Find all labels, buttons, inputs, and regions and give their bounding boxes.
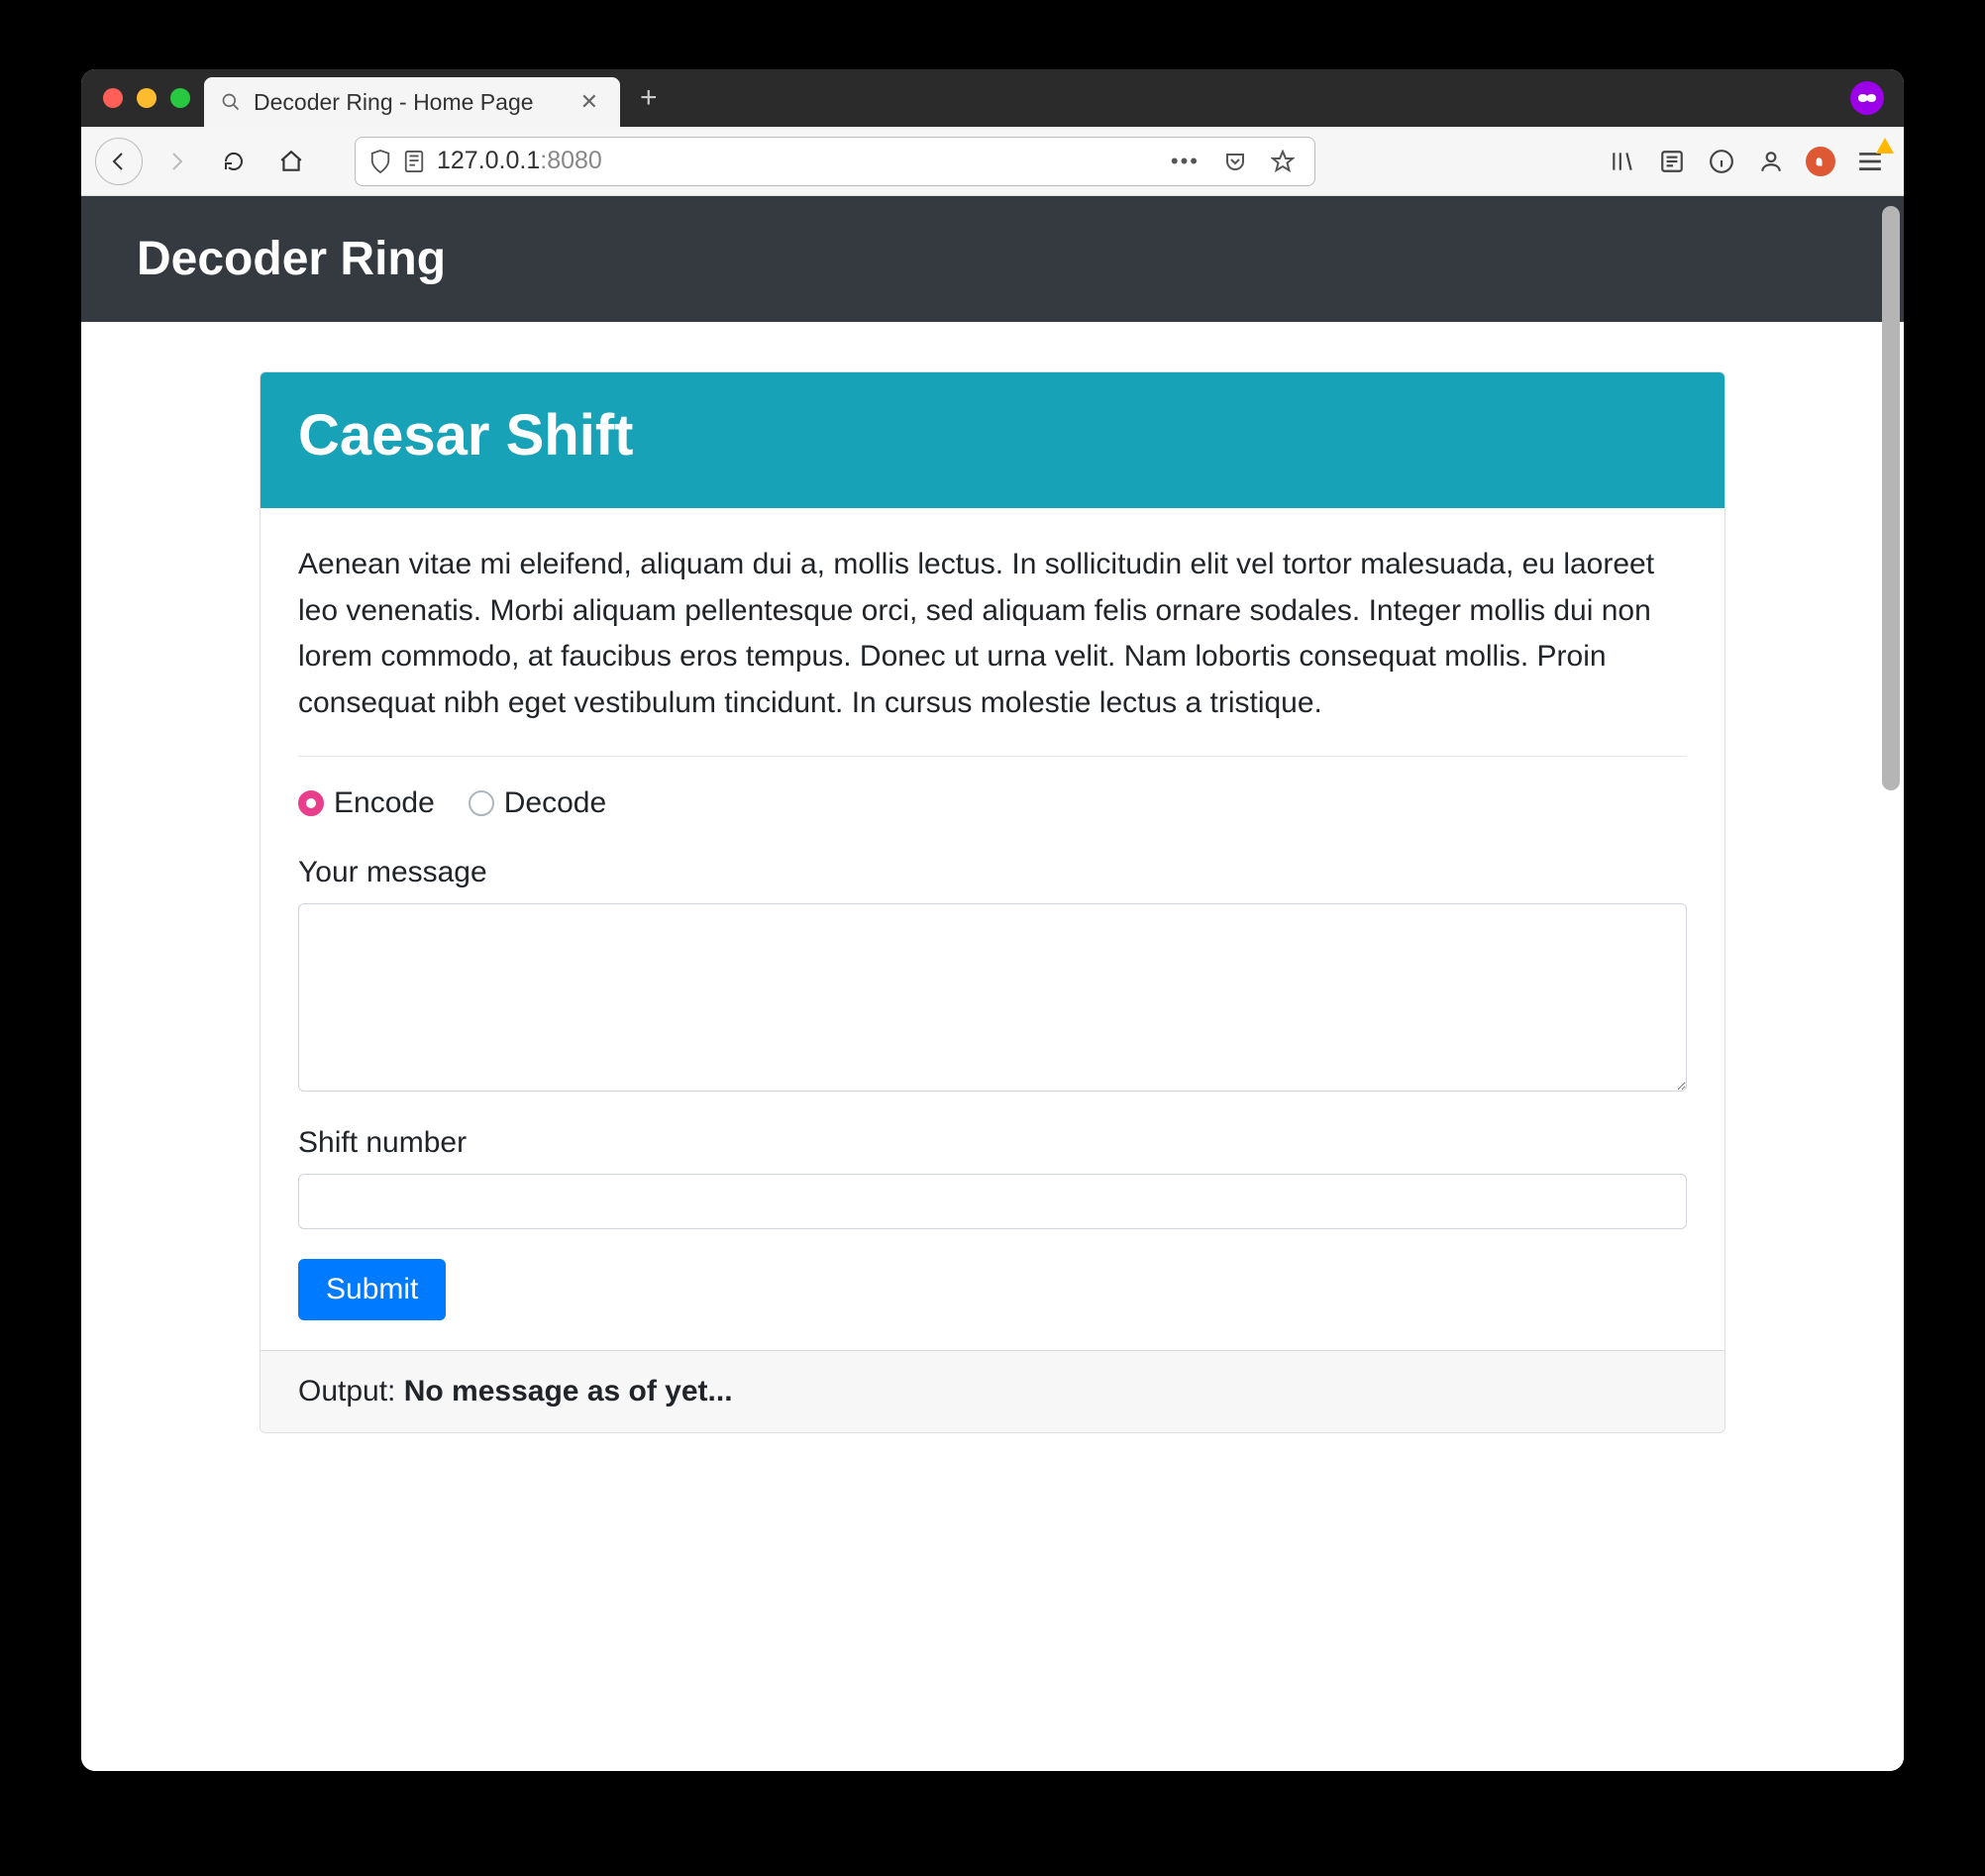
scrollbar-thumb[interactable] — [1882, 206, 1900, 790]
new-tab-button[interactable]: + — [620, 81, 678, 115]
forward-button[interactable] — [153, 138, 200, 185]
app-brand: Decoder Ring — [137, 232, 1848, 286]
maximize-window-button[interactable] — [170, 88, 190, 108]
tab-strip: Decoder Ring - Home Page ✕ + — [81, 69, 1904, 127]
app-navbar: Decoder Ring — [81, 196, 1904, 322]
shift-input[interactable] — [298, 1174, 1687, 1229]
bookmark-star-icon[interactable] — [1265, 150, 1301, 173]
card-title: Caesar Shift — [298, 402, 1687, 469]
page-actions-icon[interactable]: ••• — [1165, 149, 1205, 174]
radio-encode-label: Encode — [334, 786, 435, 820]
shift-label: Shift number — [298, 1126, 1687, 1160]
browser-window: Decoder Ring - Home Page ✕ + 1 — [81, 69, 1904, 1771]
output-label: Output: — [298, 1375, 404, 1407]
mode-radios: Encode Decode — [298, 786, 1687, 820]
radio-decode[interactable]: Decode — [469, 786, 606, 820]
radio-decode-label: Decode — [504, 786, 606, 820]
app-menu-button[interactable] — [1850, 142, 1890, 181]
scrollbar[interactable] — [1882, 206, 1900, 1761]
duckduckgo-icon[interactable] — [1801, 142, 1840, 181]
minimize-window-button[interactable] — [137, 88, 157, 108]
caesar-card: Caesar Shift Aenean vitae mi eleifend, a… — [260, 371, 1725, 1433]
warning-badge-icon — [1876, 138, 1894, 154]
shield-icon[interactable] — [369, 149, 391, 174]
page-info-icon[interactable] — [403, 149, 425, 174]
pocket-icon[interactable] — [1217, 150, 1253, 173]
close-tab-button[interactable]: ✕ — [575, 89, 604, 115]
reload-button[interactable] — [210, 138, 258, 185]
magnifier-icon — [220, 91, 242, 113]
mask-icon[interactable] — [1850, 81, 1884, 115]
browser-toolbar: 127.0.0.1:8080 ••• — [81, 127, 1904, 196]
home-button[interactable] — [267, 138, 315, 185]
message-input[interactable] — [298, 903, 1687, 1092]
reader-icon[interactable] — [1652, 142, 1692, 181]
tab-title: Decoder Ring - Home Page — [254, 89, 563, 116]
message-label: Your message — [298, 856, 1687, 889]
info-icon[interactable] — [1702, 142, 1741, 181]
page-viewport: Decoder Ring Caesar Shift Aenean vitae m… — [81, 196, 1904, 1771]
card-header: Caesar Shift — [261, 372, 1724, 508]
divider — [298, 756, 1687, 757]
card-description: Aenean vitae mi eleifend, aliquam dui a,… — [298, 542, 1687, 726]
library-icon[interactable] — [1603, 142, 1642, 181]
url-bar[interactable]: 127.0.0.1:8080 ••• — [355, 137, 1315, 186]
radio-icon — [298, 790, 324, 816]
account-icon[interactable] — [1751, 142, 1791, 181]
radio-icon — [469, 790, 494, 816]
radio-encode[interactable]: Encode — [298, 786, 435, 820]
submit-button[interactable]: Submit — [298, 1259, 446, 1320]
browser-tab[interactable]: Decoder Ring - Home Page ✕ — [204, 77, 620, 127]
card-footer: Output: No message as of yet... — [261, 1350, 1724, 1432]
output-value: No message as of yet... — [404, 1375, 733, 1407]
url-text: 127.0.0.1:8080 — [437, 147, 1153, 175]
window-controls — [93, 88, 204, 108]
close-window-button[interactable] — [103, 88, 123, 108]
back-button[interactable] — [95, 138, 143, 185]
